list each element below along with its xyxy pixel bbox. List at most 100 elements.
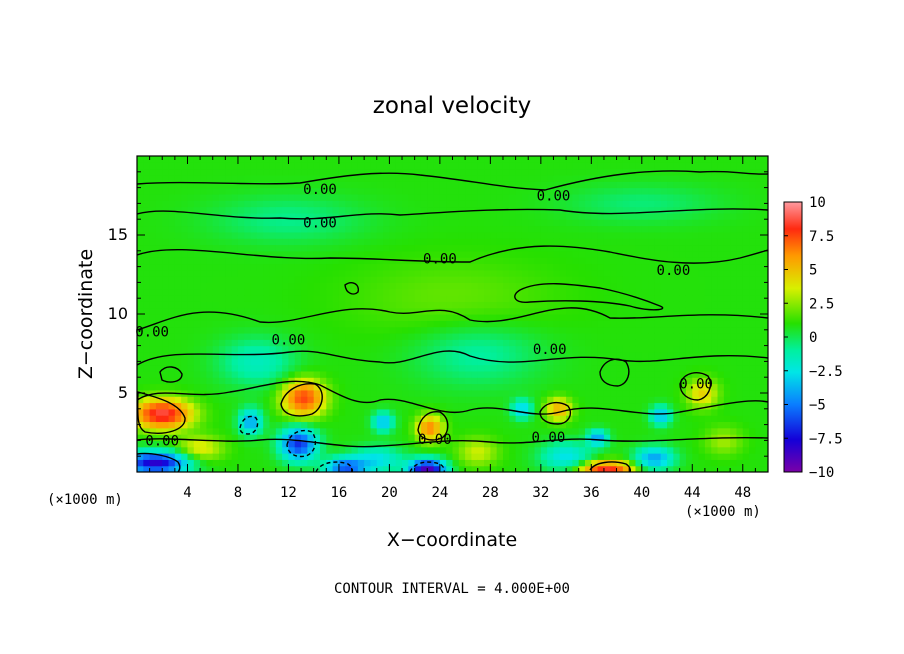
heatmap-cell [143,389,151,397]
heatmap-cell [143,453,151,460]
heatmap-cell [521,212,529,220]
heatmap-cell [730,396,738,404]
heatmap-cell [256,162,264,170]
heatmap-cell [496,187,504,195]
heatmap-cell [206,276,214,283]
heatmap-cell [389,193,397,201]
heatmap-cell [181,453,189,460]
heatmap-cell [351,326,359,334]
heatmap-cell [471,288,479,296]
heatmap-cell [641,269,649,277]
heatmap-cell [496,314,504,321]
heatmap-cell [187,219,195,227]
heatmap-cell [427,415,435,423]
heatmap-cell [597,320,605,328]
heatmap-cell [402,162,409,170]
heatmap-cell [433,339,441,347]
heatmap-cell [351,238,359,246]
heatmap-cell [395,314,403,321]
heatmap-cell [219,339,226,347]
heatmap-cell [540,415,548,423]
heatmap-cell [717,187,725,195]
heatmap-cell [484,307,491,315]
heatmap-cell [685,396,693,404]
heatmap-cell [383,351,390,359]
heatmap-cell [761,402,768,410]
heatmap-cell [162,345,170,353]
heatmap-cell [294,434,302,441]
heatmap-cell [749,415,756,423]
heatmap-cell [502,332,510,340]
heatmap-cell [294,332,302,340]
heatmap-cell [509,465,517,472]
heatmap-cell [749,156,756,163]
heatmap-cell [711,288,719,296]
heatmap-cell [597,206,605,214]
heatmap-cell [534,212,542,220]
heatmap-cell [585,351,592,359]
heatmap-cell [521,345,529,353]
heatmap-cell [275,377,283,385]
heatmap-cell [591,269,599,277]
heatmap-cell [294,427,302,435]
heatmap-cell [143,351,151,359]
heatmap-cell [301,231,308,239]
heatmap-cell [622,459,630,467]
heatmap-cell [225,370,233,378]
heatmap-cell [288,263,296,271]
heatmap-cell [149,396,157,404]
heatmap-cell [383,206,390,214]
heatmap-cell [547,225,555,233]
heatmap-cell [181,434,189,441]
heatmap-cell [212,282,220,290]
heatmap-cell [181,168,189,176]
heatmap-cell [496,370,504,378]
heatmap-cell [458,427,466,435]
heatmap-cell [648,257,656,265]
heatmap-cell [301,219,308,227]
heatmap-cell [547,156,555,163]
heatmap-cell [679,200,687,208]
heatmap-cell [263,364,271,372]
heatmap-cell [572,301,580,309]
heatmap-cell [338,440,346,448]
heatmap-cell [370,250,378,258]
heatmap-cell [761,427,768,435]
heatmap-cell [566,320,573,328]
heatmap-cell [648,402,656,410]
heatmap-cell [200,231,208,239]
heatmap-cell [509,200,517,208]
heatmap-cell [559,295,567,302]
heatmap-cell [301,339,308,347]
heatmap-cell [137,282,144,290]
heatmap-cell [566,326,573,334]
heatmap-cell [193,389,201,397]
heatmap-cell [559,351,567,359]
heatmap-cell [534,377,542,385]
heatmap-cell [685,250,693,258]
heatmap-cell [370,351,378,359]
heatmap-cell [275,244,283,252]
heatmap-cell [319,377,327,385]
heatmap-cell [648,415,656,423]
heatmap-cell [723,282,731,290]
heatmap-cell [742,446,750,454]
heatmap-cell [408,370,416,378]
heatmap-cell [174,269,182,277]
heatmap-cell [357,206,365,214]
heatmap-cell [465,276,473,283]
heatmap-cell [452,332,460,340]
heatmap-cell [547,187,555,195]
heatmap-cell [610,276,618,283]
heatmap-cell [376,307,384,315]
heatmap-cell [420,295,428,302]
heatmap-cell [351,408,359,416]
heatmap-cell [534,250,542,258]
heatmap-cell [395,446,403,454]
heatmap-cell [219,269,226,277]
heatmap-cell [225,282,233,290]
heatmap-cell [212,244,220,252]
heatmap-cell [547,345,555,353]
heatmap-cell [143,212,151,220]
heatmap-cell [389,263,397,271]
